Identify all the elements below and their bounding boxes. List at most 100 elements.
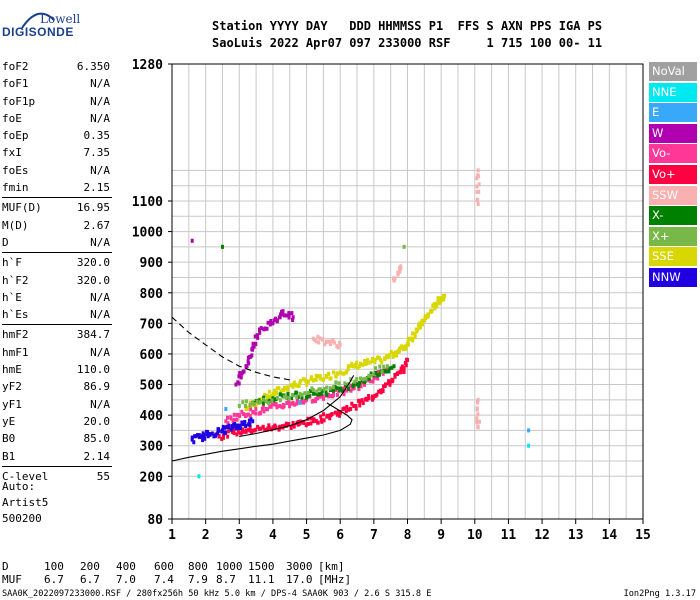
echo-point	[240, 430, 244, 435]
echo-point	[354, 364, 358, 369]
echo-point	[406, 340, 410, 345]
muf-value: 7.9	[188, 573, 208, 586]
echo-point	[289, 383, 293, 388]
echo-point	[391, 379, 395, 384]
echo-point	[391, 354, 395, 359]
echo-point	[275, 395, 279, 400]
y-tick-label: 600	[140, 348, 164, 363]
echo-point	[400, 344, 404, 349]
echo-point	[249, 407, 253, 412]
param-name: hmE	[2, 363, 22, 377]
echo-point	[325, 392, 329, 397]
echo-point	[254, 406, 258, 411]
echo-point	[296, 419, 300, 424]
echo-point	[346, 367, 350, 372]
echo-point	[232, 427, 236, 432]
echo-point	[234, 423, 238, 428]
echo-point	[331, 385, 335, 390]
param-name: foE	[2, 111, 22, 125]
echo-point	[217, 428, 221, 433]
echo-point	[237, 381, 241, 386]
data-point	[190, 437, 194, 442]
echo-point	[208, 432, 212, 437]
echo-point	[206, 434, 210, 439]
echo-point	[296, 394, 300, 399]
param-value: N/A	[90, 397, 110, 411]
param-row: h`F2 320.0	[2, 272, 110, 289]
echo-point	[323, 342, 327, 347]
echo-point	[475, 416, 479, 421]
data-point	[422, 318, 426, 323]
param-name: fxI	[2, 146, 22, 160]
data-point	[476, 425, 480, 430]
y-tick-label: 1280	[132, 58, 163, 73]
echo-point	[367, 396, 371, 401]
echo-point	[286, 387, 290, 392]
series-x-	[237, 244, 406, 408]
param-row: fxI 7.35	[2, 144, 110, 161]
echo-point	[314, 377, 318, 382]
echo-point	[355, 377, 359, 382]
header-labels: Station YYYY DAY DDD HHMMSS P1 FFS S AXN…	[212, 19, 603, 33]
data-point	[372, 376, 376, 381]
x-tick-label: 12	[534, 528, 550, 543]
param-value: 16.95	[76, 201, 110, 215]
echo-point	[336, 345, 340, 350]
echo-point	[282, 394, 286, 399]
param-row: foE N/A	[2, 110, 110, 127]
param-name: fmin	[2, 181, 29, 195]
echo-point	[261, 424, 265, 429]
x-tick-label: 6	[336, 528, 344, 543]
echo-point	[314, 397, 318, 402]
param-row: B1 2.14	[2, 448, 110, 465]
data-point	[527, 443, 531, 448]
echo-point	[355, 360, 359, 365]
echo-point	[289, 425, 293, 430]
echo-point	[250, 400, 254, 405]
echo-point	[345, 369, 349, 374]
echo-point	[350, 361, 354, 366]
echo-point	[402, 369, 406, 374]
echo-point	[358, 363, 362, 368]
logo-text-lowell: Lowell	[40, 12, 81, 26]
y-tick-label: 300	[140, 440, 164, 455]
echo-point	[221, 434, 225, 439]
echo-point	[377, 389, 381, 394]
data-point	[271, 321, 275, 326]
echo-point	[476, 174, 480, 179]
echo-point	[304, 423, 308, 428]
echo-point	[406, 342, 410, 347]
echo-point	[243, 403, 247, 408]
echo-point	[278, 392, 282, 397]
echo-point	[270, 398, 274, 403]
param-value: 2.67	[83, 218, 111, 232]
echo-point	[269, 404, 273, 409]
echo-point	[254, 411, 258, 416]
legend-item: SSW	[649, 185, 697, 205]
x-tick-label: 15	[635, 528, 651, 543]
echo-point	[242, 369, 246, 374]
echo-point	[349, 383, 353, 388]
echo-point	[308, 388, 312, 393]
param-row: foF1p N/A	[2, 93, 110, 110]
param-row: D N/A	[2, 234, 110, 251]
echo-point	[328, 342, 332, 347]
echo-point	[254, 427, 258, 432]
legend-item: X+	[649, 226, 697, 246]
echo-point	[284, 421, 288, 426]
echo-point	[293, 402, 297, 407]
echo-point	[318, 374, 322, 379]
param-row: foF1 N/A	[2, 75, 110, 92]
echo-point	[339, 371, 343, 376]
echo-point	[477, 419, 481, 424]
echo-point	[302, 421, 306, 426]
data-point	[311, 391, 315, 396]
param-value: N/A	[90, 163, 110, 177]
echo-point	[267, 395, 271, 400]
echo-point	[269, 319, 273, 324]
echo-point	[477, 189, 481, 194]
echo-point	[322, 387, 326, 392]
data-point	[325, 339, 329, 344]
legend-item: X-	[649, 206, 697, 226]
echo-point	[201, 438, 205, 443]
